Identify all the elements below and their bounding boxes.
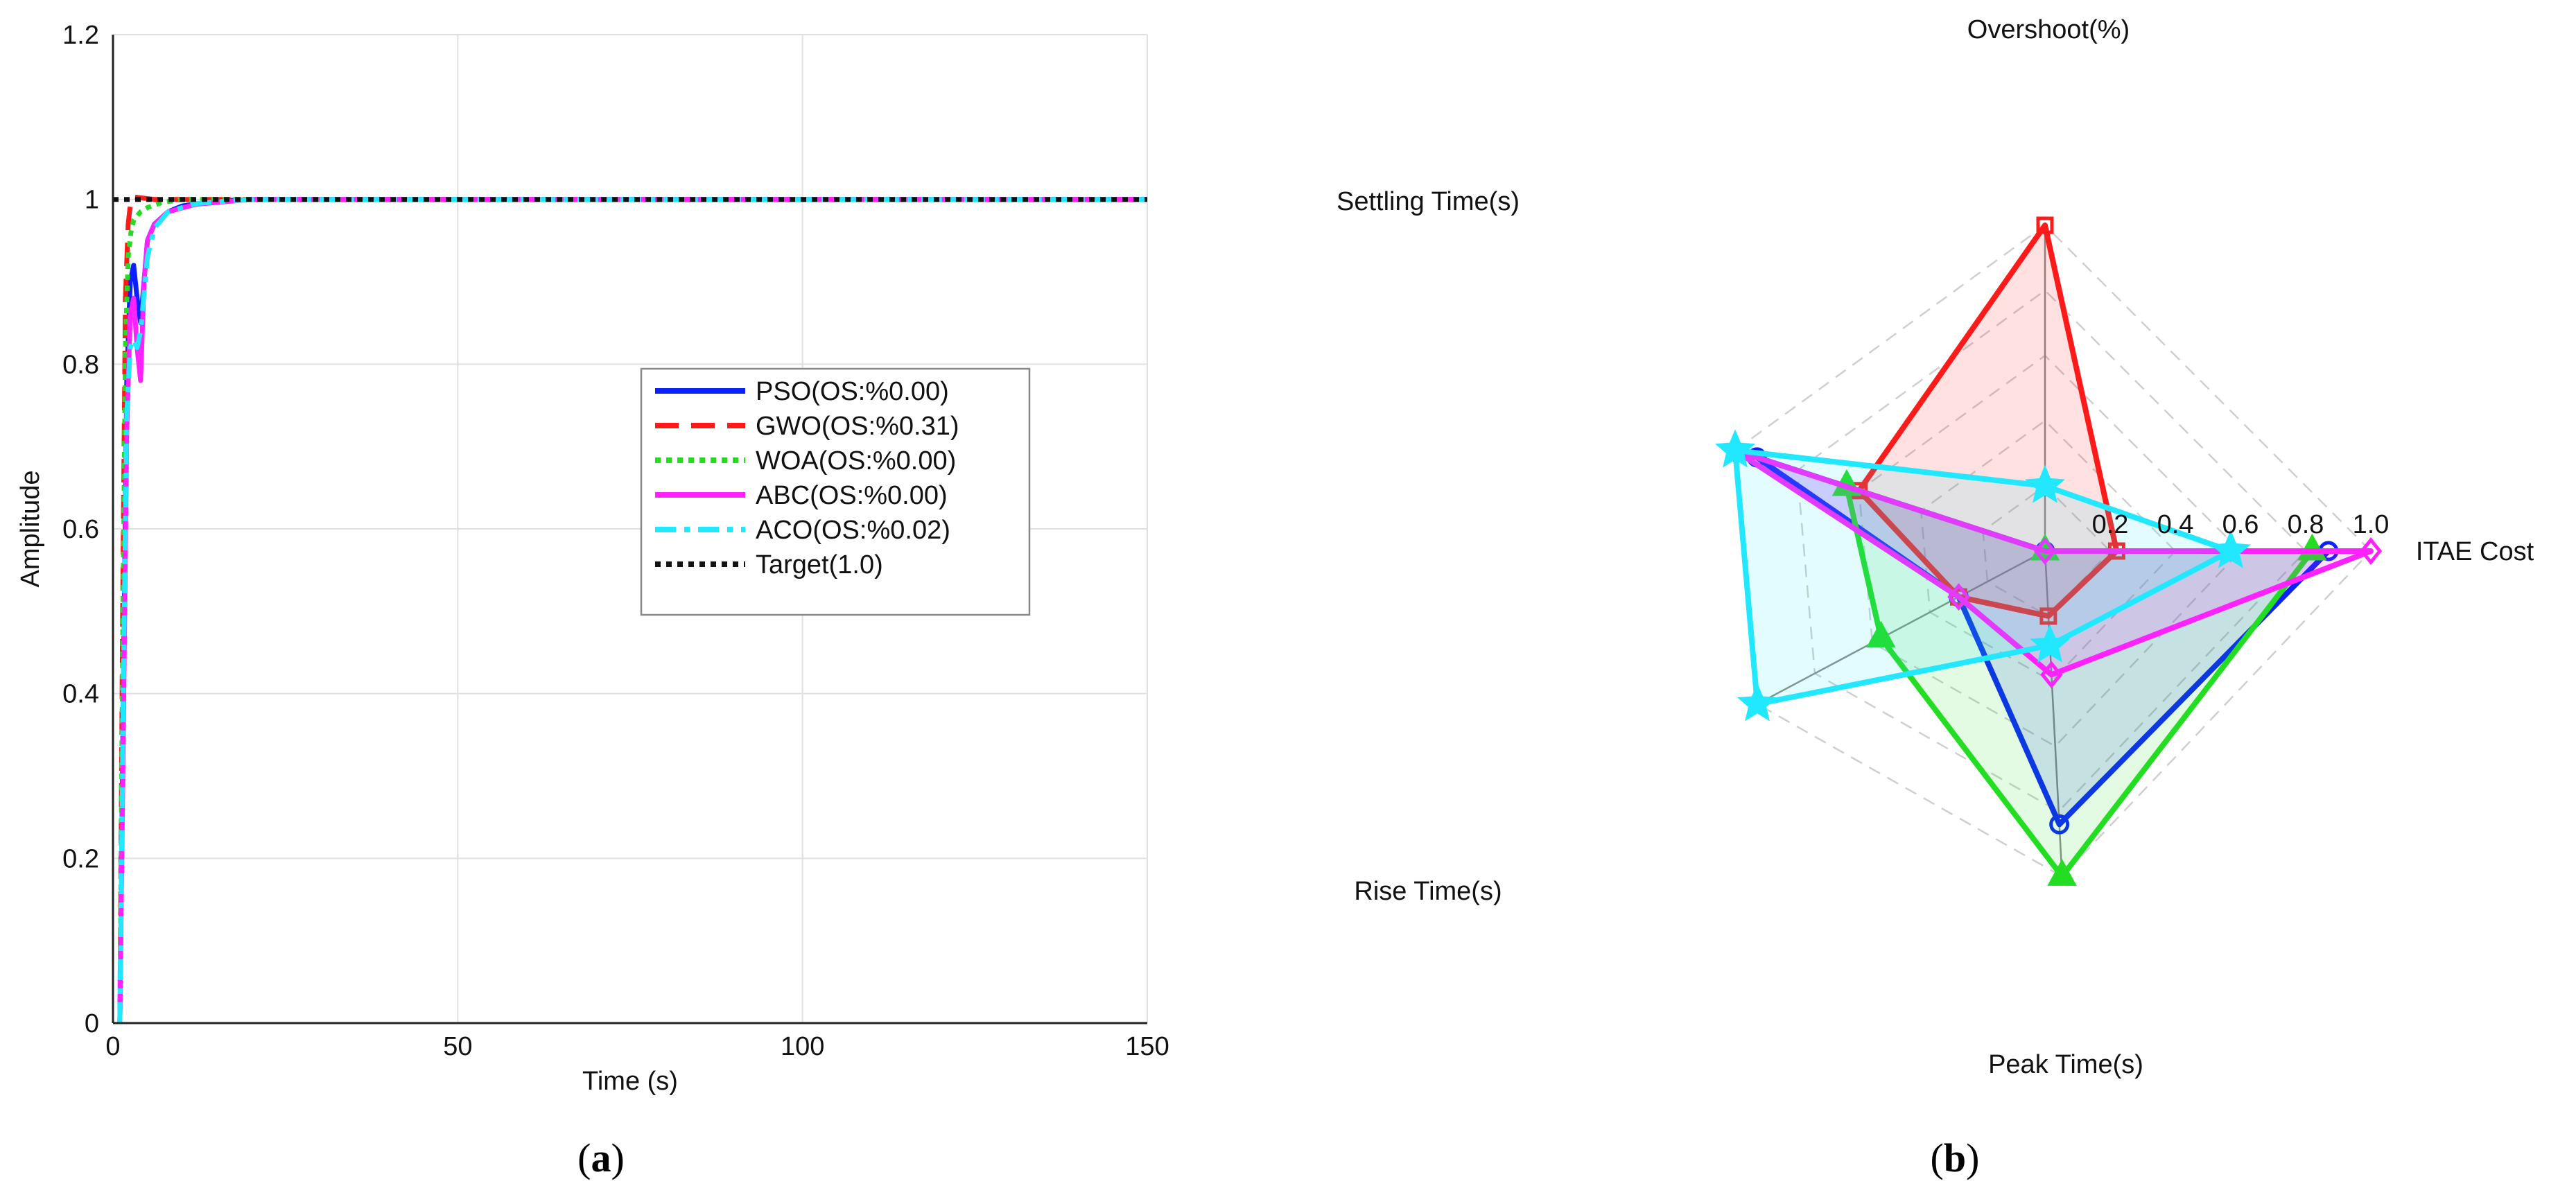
radar-marker-aco — [2030, 624, 2071, 663]
line-chart-a: 0 50 100 150 0 0.2 0.4 0.6 0.8 1 1.2 Time (s) Ampl… — [16, 21, 1169, 1096]
svg-text:(b): (b) — [1931, 1135, 1980, 1180]
y-tick-label: 0.4 — [62, 680, 99, 709]
x-tick-label: 150 — [1125, 1032, 1169, 1061]
caption-b-close-paren: ) — [1966, 1135, 1979, 1180]
x-axis-label-a: Time (s) — [582, 1067, 678, 1096]
radar-tick-label: 0.8 — [2288, 510, 2324, 539]
radar-marker-woa — [2047, 859, 2077, 886]
radar-grid-ring — [1734, 224, 2372, 878]
radar-marker-aco — [2210, 530, 2251, 568]
caption-a-close-paren: ) — [611, 1135, 625, 1180]
radar-chart-b: ITAE Cost Overshoot(%) Settling Time(s) Ris… — [1337, 15, 2534, 1079]
radar-axis-label-settling-time-s: Settling Time(s) — [1337, 187, 1520, 216]
caption-a: (a) — [577, 1135, 625, 1180]
radar-grid-ring — [1796, 289, 2307, 813]
y-tick-label: 0.8 — [62, 350, 99, 379]
radar-marker-abc — [2359, 537, 2383, 565]
radar-marker-aco — [1715, 429, 1755, 468]
radar-marker-pso — [2049, 814, 2070, 835]
radar-tick-label: 1.0 — [2353, 510, 2390, 539]
radar-marker-aco — [1737, 683, 1777, 722]
series-lines-a — [113, 194, 1147, 1024]
caption-b-letter: b — [1944, 1135, 1966, 1180]
legend-label-abc: ABC(OS:%0.00) — [756, 481, 948, 510]
radar-marker-gwo — [2036, 216, 2054, 234]
caption-a-letter: a — [591, 1135, 611, 1180]
x-tick-label: 50 — [443, 1032, 472, 1061]
y-tick-label: 0 — [85, 1009, 99, 1038]
radar-grid-ring — [1982, 485, 2112, 618]
radar-series-aco — [1732, 447, 2234, 707]
legend-label-gwo: GWO(OS:%0.31) — [756, 412, 959, 441]
caption-b-open-paren: ( — [1931, 1135, 1944, 1180]
series-line-woa — [117, 197, 1147, 1024]
y-tick-label: 1.2 — [62, 21, 99, 50]
y-axis-label-a: Amplitude — [16, 471, 45, 588]
legend-label-woa: WOA(OS:%0.00) — [756, 446, 956, 476]
radar-tick-label: 0.2 — [2092, 510, 2129, 539]
radar-tick-label: 0.4 — [2157, 510, 2194, 539]
radar-labels: ITAE Cost Overshoot(%) Settling Time(s) Ris… — [1337, 15, 2534, 1079]
series-line-aco — [117, 197, 1147, 1024]
svg-text:(a): (a) — [577, 1135, 625, 1180]
radar-marker-aco — [2024, 464, 2066, 503]
radar-series-gwo — [1856, 223, 2120, 619]
legend-label-target: Target(1.0) — [756, 550, 883, 579]
radar-marker-gwo — [2039, 607, 2057, 625]
legend-label-pso: PSO(OS:%0.00) — [756, 377, 949, 406]
y-tick-label: 0.2 — [62, 844, 99, 873]
radar-grid-ring — [1920, 419, 2177, 683]
legend-a: PSO(OS:%0.00) GWO(OS:%0.31) WOA(OS:%0.00) A… — [640, 367, 1031, 616]
radar-axis-label-rise-time-s: Rise Time(s) — [1354, 877, 1502, 906]
radar-marker-abc — [2040, 661, 2063, 689]
legend-label-aco: ACO(OS:%0.02) — [756, 516, 950, 545]
radar-series-abc — [1732, 447, 2374, 678]
axes-a: 0 50 100 150 0 0.2 0.4 0.6 0.8 1 1.2 — [62, 21, 1169, 1061]
caption-a-open-paren: ( — [577, 1135, 591, 1180]
legend-box — [640, 367, 1031, 616]
radar-series — [1715, 216, 2383, 886]
radar-axis-label-itae-cost: ITAE Cost — [2416, 537, 2534, 566]
y-tick-label: 1 — [85, 186, 99, 215]
y-tick-label: 0.6 — [62, 515, 99, 544]
radar-spoke — [1757, 550, 2046, 705]
radar-marker-abc — [2033, 537, 2057, 565]
radar-marker-abc — [1947, 583, 1970, 611]
caption-b: (b) — [1931, 1135, 1980, 1180]
x-tick-label: 0 — [105, 1032, 120, 1061]
radar-tick-label: 0.6 — [2222, 510, 2259, 539]
radar-axis-label-peak-time-s: Peak Time(s) — [1988, 1050, 2143, 1079]
radar-marker-woa — [1866, 620, 1896, 648]
x-tick-label: 100 — [781, 1032, 824, 1061]
radar-axis-label-overshoot: Overshoot(%) — [1967, 15, 2130, 44]
